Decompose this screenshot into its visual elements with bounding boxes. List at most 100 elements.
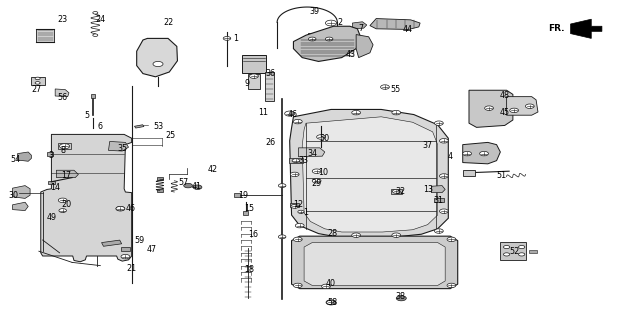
Circle shape: [447, 283, 456, 288]
Circle shape: [116, 206, 125, 211]
Circle shape: [440, 174, 448, 178]
Circle shape: [485, 106, 493, 110]
Circle shape: [435, 121, 443, 125]
Text: 46: 46: [125, 204, 135, 213]
Text: 29: 29: [311, 179, 321, 188]
Bar: [121, 247, 130, 251]
Text: 33: 33: [298, 156, 308, 165]
Circle shape: [503, 253, 510, 256]
Circle shape: [447, 237, 456, 242]
Text: 11: 11: [258, 108, 268, 117]
Text: 34: 34: [307, 149, 317, 158]
Circle shape: [153, 61, 163, 67]
Circle shape: [325, 37, 333, 41]
Text: 25: 25: [166, 132, 176, 140]
Text: 54: 54: [11, 156, 21, 164]
Polygon shape: [469, 90, 513, 127]
Text: 48: 48: [500, 92, 510, 100]
Text: 46: 46: [287, 110, 297, 119]
Text: 10: 10: [319, 168, 329, 177]
Text: 50: 50: [320, 134, 330, 143]
Circle shape: [93, 34, 98, 36]
Text: 17: 17: [61, 172, 71, 180]
Bar: [248, 74, 260, 89]
Text: 3: 3: [49, 151, 54, 160]
Circle shape: [58, 198, 67, 203]
Polygon shape: [292, 236, 458, 289]
Polygon shape: [56, 170, 78, 178]
Bar: [463, 170, 475, 176]
Polygon shape: [55, 89, 69, 97]
Bar: [434, 198, 444, 202]
Polygon shape: [18, 152, 31, 161]
Circle shape: [435, 229, 443, 233]
Text: 24: 24: [95, 15, 105, 24]
Polygon shape: [302, 117, 438, 232]
Polygon shape: [41, 134, 132, 262]
Circle shape: [480, 151, 488, 156]
Text: 23: 23: [58, 15, 68, 24]
Circle shape: [184, 183, 192, 188]
Circle shape: [312, 179, 321, 183]
Circle shape: [223, 36, 231, 40]
Bar: [234, 193, 240, 197]
Polygon shape: [370, 19, 420, 29]
Text: 59: 59: [134, 236, 144, 245]
Text: 13: 13: [423, 185, 433, 194]
Text: 9: 9: [245, 79, 250, 88]
Bar: [58, 143, 71, 149]
Circle shape: [396, 296, 406, 301]
Circle shape: [293, 237, 302, 242]
Text: 16: 16: [248, 230, 258, 239]
Circle shape: [392, 110, 401, 115]
Circle shape: [503, 245, 510, 249]
Bar: [134, 125, 144, 128]
Circle shape: [325, 20, 337, 26]
Circle shape: [381, 85, 389, 89]
Circle shape: [35, 82, 40, 84]
Circle shape: [392, 233, 401, 237]
Polygon shape: [108, 141, 129, 151]
Polygon shape: [290, 109, 448, 237]
Text: 56: 56: [58, 93, 68, 102]
Circle shape: [440, 209, 448, 213]
Circle shape: [463, 151, 472, 156]
Text: 1: 1: [233, 34, 238, 43]
Bar: [91, 94, 95, 98]
Text: 58: 58: [327, 298, 337, 307]
Text: 36: 36: [266, 69, 276, 78]
Circle shape: [121, 254, 130, 259]
Circle shape: [292, 159, 300, 163]
Text: 57: 57: [178, 178, 188, 187]
Polygon shape: [298, 148, 325, 157]
Bar: [31, 76, 45, 84]
Text: 30: 30: [9, 191, 19, 200]
Text: 51: 51: [497, 172, 507, 180]
Circle shape: [293, 119, 302, 124]
Circle shape: [291, 204, 298, 208]
Text: 47: 47: [147, 245, 157, 254]
Bar: [47, 152, 53, 156]
Bar: [36, 29, 54, 42]
Polygon shape: [137, 38, 177, 77]
Circle shape: [393, 189, 400, 193]
Text: 27: 27: [31, 85, 41, 94]
Circle shape: [352, 110, 361, 115]
Text: 40: 40: [326, 279, 336, 288]
Circle shape: [290, 172, 299, 177]
Circle shape: [519, 245, 525, 249]
Circle shape: [278, 235, 286, 239]
Text: 31: 31: [434, 196, 444, 205]
Circle shape: [285, 111, 295, 116]
Text: 42: 42: [208, 165, 218, 174]
Bar: [290, 203, 300, 207]
Circle shape: [322, 284, 330, 289]
Circle shape: [519, 253, 525, 256]
Circle shape: [510, 108, 519, 113]
Text: 8: 8: [60, 146, 65, 155]
Circle shape: [35, 77, 40, 80]
Circle shape: [298, 210, 304, 213]
Text: 39: 39: [310, 7, 320, 16]
Circle shape: [278, 184, 286, 188]
Text: 26: 26: [266, 138, 276, 147]
